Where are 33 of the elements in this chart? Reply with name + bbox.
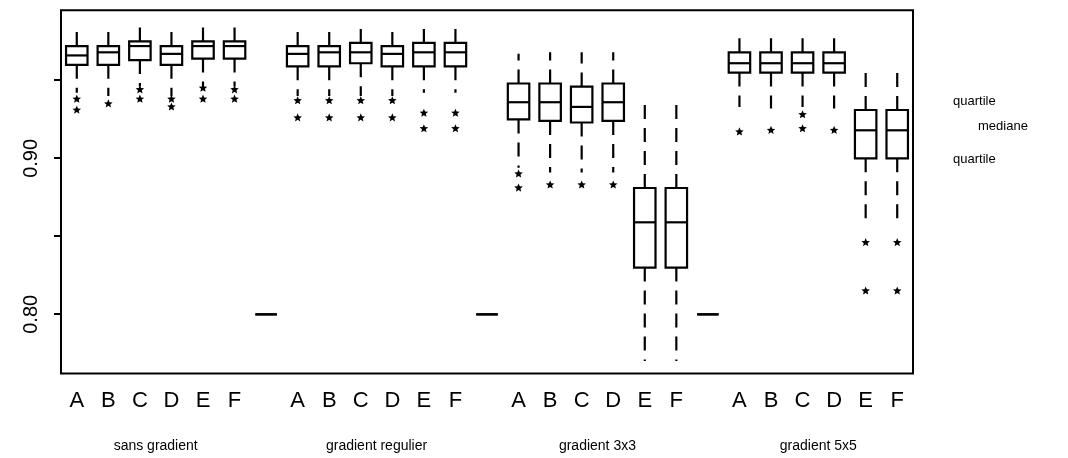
x-tick-label: D (384, 386, 401, 412)
text: gradient regulier (325, 437, 428, 453)
text: quartile (953, 151, 996, 166)
text: quartile (953, 93, 996, 108)
x-tick-label: E (416, 386, 432, 412)
x-tick-label: E (195, 386, 211, 412)
text: gradient 3x3 (558, 437, 637, 453)
x-tick-label: F (448, 386, 463, 412)
x-tick-label: F (890, 386, 904, 412)
x-tick-label: B (321, 386, 337, 412)
x-tick-label: D (605, 386, 622, 412)
y-tick-label: 0.90 (18, 138, 41, 178)
text: sans gradient (113, 437, 198, 453)
x-tick-label: A (732, 386, 748, 412)
x-tick-label: C (573, 386, 590, 412)
x-tick-label: F (669, 386, 684, 412)
text: gradient 5x5 (779, 437, 858, 453)
x-tick-label: E (637, 386, 653, 412)
y-tick-label: 0.80 (18, 294, 41, 334)
x-tick-label: F (227, 386, 242, 412)
x-tick-label: A (511, 386, 527, 412)
x-tick-label: C (352, 386, 369, 412)
x-tick-label: A (290, 386, 306, 412)
x-tick-label: C (131, 386, 148, 412)
x-tick-label: E (858, 386, 874, 412)
x-tick-label: B (542, 386, 558, 412)
x-tick-label: B (763, 386, 779, 412)
text: mediane (978, 118, 1028, 133)
x-tick-label: D (163, 386, 180, 412)
x-tick-label: D (826, 386, 843, 412)
x-tick-label: C (794, 386, 811, 412)
x-tick-label: A (69, 386, 85, 412)
x-tick-label: B (100, 386, 116, 412)
